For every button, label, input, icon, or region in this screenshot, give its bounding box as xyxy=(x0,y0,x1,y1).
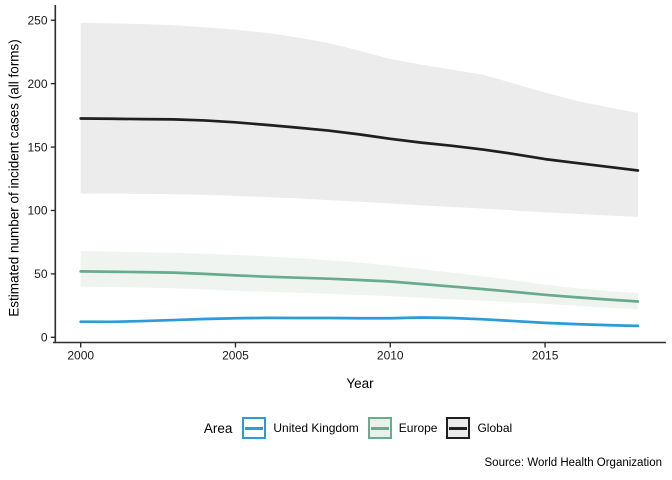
legend-label-united-kingdom: United Kingdom xyxy=(273,421,359,435)
y-tick-label: 250 xyxy=(27,13,47,27)
plot-area: 2000 2005 2010 2015 0 50 100 150 200 250 xyxy=(27,5,666,363)
x-tick-label: 2000 xyxy=(67,349,94,363)
series-lines xyxy=(79,117,640,328)
y-tick-label: 100 xyxy=(27,204,47,218)
legend-item-global: Global xyxy=(446,417,512,439)
line-europe xyxy=(79,269,640,303)
legend-key-global-icon xyxy=(446,417,471,439)
band-global xyxy=(80,22,638,217)
line-global xyxy=(79,117,640,172)
line-swatch-icon xyxy=(449,426,468,430)
y-tick-label: 200 xyxy=(27,77,47,91)
y-tick-label: 150 xyxy=(27,140,47,154)
legend-key-europe-icon xyxy=(367,417,392,439)
x-tick-label: 2015 xyxy=(532,349,559,363)
x-axis-title: Year xyxy=(346,376,374,391)
axes: 2000 2005 2010 2015 0 50 100 150 200 250 xyxy=(27,5,666,363)
y-tick-label: 0 xyxy=(41,331,48,345)
x-tick-label: 2010 xyxy=(377,349,404,363)
legend-title: Area xyxy=(203,420,233,436)
legend-key-united-kingdom-icon xyxy=(242,417,267,439)
y-tick-label: 50 xyxy=(34,267,48,281)
legend: Area United Kingdom Europe Global xyxy=(50,414,666,442)
line-swatch-icon xyxy=(370,426,389,430)
legend-label-global: Global xyxy=(477,421,513,435)
line-swatch-icon xyxy=(245,426,264,430)
line-united-kingdom xyxy=(79,316,640,328)
legend-item-europe: Europe xyxy=(367,417,438,439)
y-axis-title: Estimated number of incident cases (all … xyxy=(6,39,22,317)
legend-label-europe: Europe xyxy=(398,421,438,435)
confidence-bands xyxy=(80,22,638,328)
legend-item-united-kingdom: United Kingdom xyxy=(242,417,359,439)
x-tick-label: 2005 xyxy=(222,349,249,363)
source-caption: Source: World Health Organization xyxy=(484,457,663,469)
